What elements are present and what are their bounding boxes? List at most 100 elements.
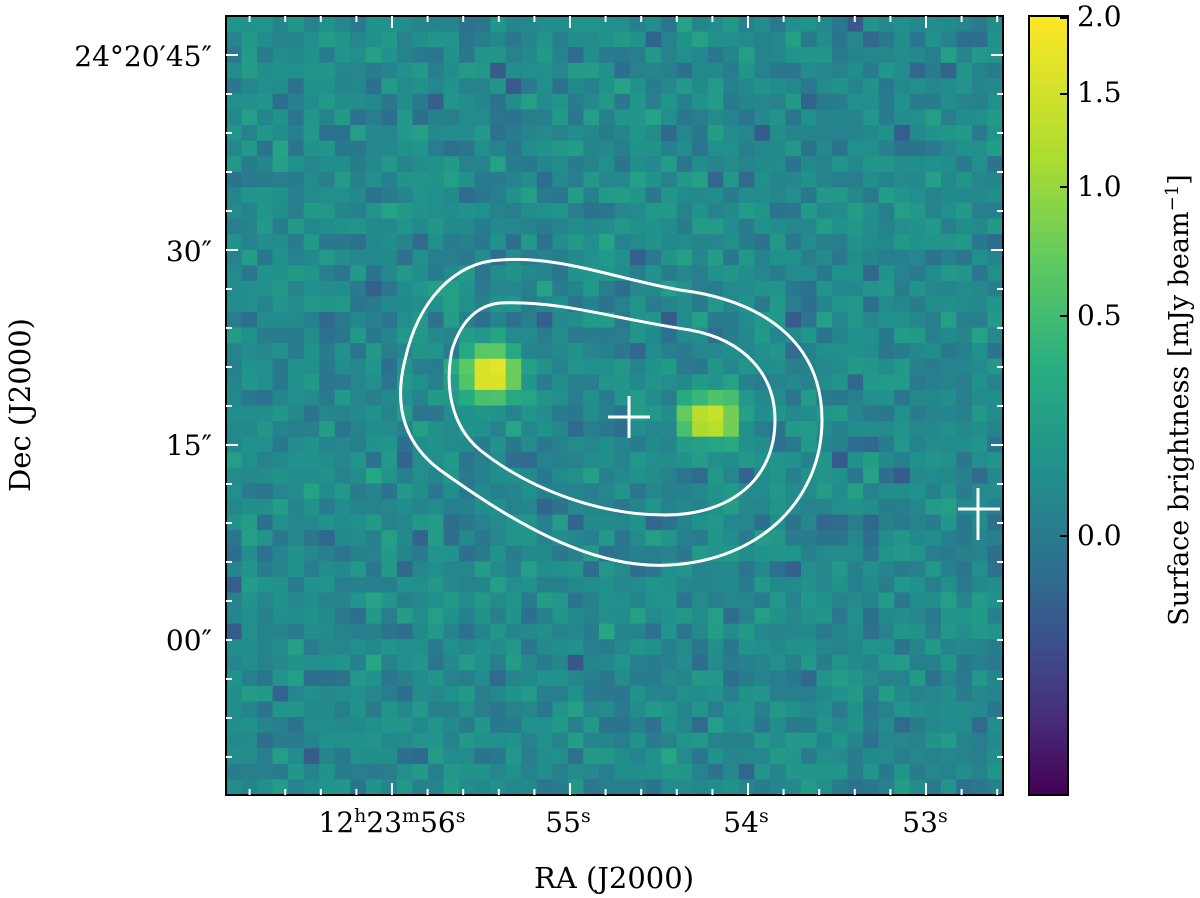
heatmap-pixel [226, 561, 243, 578]
heatmap-pixel [940, 109, 957, 126]
heatmap-pixel [832, 156, 849, 173]
heatmap-pixel [676, 249, 693, 266]
heatmap-pixel [630, 498, 647, 516]
heatmap-pixel [583, 358, 600, 375]
heatmap-pixel [226, 374, 243, 391]
heatmap-pixel [241, 592, 258, 609]
heatmap-pixel [443, 93, 460, 111]
heatmap-pixel [459, 280, 476, 298]
heatmap-pixel [505, 234, 522, 251]
heatmap-pixel [956, 358, 973, 375]
heatmap-pixel [226, 421, 243, 438]
heatmap-pixel [645, 576, 662, 594]
heatmap-pixel [894, 514, 911, 531]
heatmap-pixel [925, 639, 942, 656]
heatmap-pixel [272, 514, 289, 531]
heatmap-pixel [474, 343, 491, 360]
heatmap-pixel [614, 530, 631, 547]
heatmap-pixel [987, 109, 1004, 126]
heatmap-pixel [567, 717, 585, 734]
heatmap-pixel [598, 685, 616, 703]
heatmap-pixel [940, 156, 957, 173]
heatmap-pixel [412, 623, 429, 640]
heatmap-pixel [785, 296, 802, 313]
heatmap-pixel [661, 592, 678, 609]
heatmap-pixel [630, 16, 647, 33]
heatmap-pixel [334, 202, 351, 220]
heatmap-pixel [785, 202, 802, 220]
heatmap-pixel [785, 140, 802, 157]
heatmap-pixel [583, 218, 600, 235]
heatmap-pixel [505, 156, 522, 173]
heatmap-pixel [661, 514, 678, 531]
heatmap-pixel [583, 639, 600, 656]
heatmap-pixel [769, 16, 787, 33]
heatmap-pixel [863, 265, 880, 282]
heatmap-pixel [428, 343, 445, 360]
heatmap-pixel [443, 109, 460, 126]
heatmap-pixel [272, 187, 289, 204]
heatmap-pixel [443, 639, 460, 656]
heatmap-pixel [971, 296, 989, 313]
heatmap-pixel [226, 93, 243, 111]
heatmap-pixel [288, 732, 305, 749]
heatmap-pixel [971, 779, 989, 796]
heatmap-pixel [661, 779, 678, 796]
heatmap-pixel [598, 717, 616, 734]
heatmap-pixel [303, 312, 320, 329]
heatmap-pixel [925, 530, 942, 547]
heatmap-pixel [459, 405, 476, 422]
heatmap-pixel [521, 389, 538, 407]
heatmap-pixel [365, 358, 382, 375]
heatmap-pixel [878, 608, 895, 625]
heatmap-pixel [241, 608, 258, 625]
heatmap-pixel [863, 312, 880, 329]
heatmap-pixel [474, 561, 491, 578]
heatmap-pixel [412, 327, 429, 344]
heatmap-pixel [832, 421, 849, 438]
heatmap-pixel [738, 452, 755, 469]
heatmap-pixel [521, 498, 538, 516]
heatmap-pixel [319, 623, 336, 640]
heatmap-pixel [521, 639, 538, 656]
heatmap-pixel [909, 685, 926, 703]
heatmap-pixel [909, 249, 926, 266]
overlay-layer [399, 257, 1000, 567]
heatmap-pixel [909, 47, 926, 64]
heatmap-pixel [505, 748, 522, 765]
heatmap-pixel [769, 483, 787, 500]
heatmap-pixel [707, 732, 724, 749]
heatmap-pixel [583, 234, 600, 251]
heatmap-pixel [381, 639, 398, 656]
heatmap-pixel [567, 156, 585, 173]
heatmap-pixel [396, 62, 414, 79]
heatmap-pixel [365, 530, 382, 547]
heatmap-pixel [567, 109, 585, 126]
heatmap-pixel [863, 717, 880, 734]
heatmap-pixel [567, 78, 585, 95]
heatmap-pixel [940, 592, 957, 609]
heatmap-pixel [365, 545, 382, 562]
heatmap-pixel [676, 16, 693, 33]
heatmap-pixel [334, 701, 351, 718]
heatmap-pixel [567, 405, 585, 422]
colorbar-tick-label-1.5: 1.5 [1077, 76, 1122, 109]
heatmap-pixel [381, 421, 398, 438]
heatmap-pixel [288, 343, 305, 360]
heatmap-pixel [474, 763, 491, 781]
heatmap-pixel [925, 545, 942, 562]
heatmap-pixel [847, 156, 864, 173]
heatmap-pixel [598, 405, 616, 422]
heatmap-pixel [257, 608, 274, 625]
heatmap-pixel [567, 125, 585, 142]
heatmap-pixel [894, 608, 911, 625]
heatmap-pixel [536, 670, 553, 687]
heatmap-pixel [459, 93, 476, 111]
heatmap-pixel [707, 779, 724, 796]
heatmap-pixel [816, 763, 833, 781]
heatmap-pixel [536, 436, 553, 453]
heatmap-pixel [925, 156, 942, 173]
heatmap-pixel [940, 436, 957, 453]
heatmap-pixel [536, 639, 553, 656]
heatmap-pixel [909, 218, 926, 235]
